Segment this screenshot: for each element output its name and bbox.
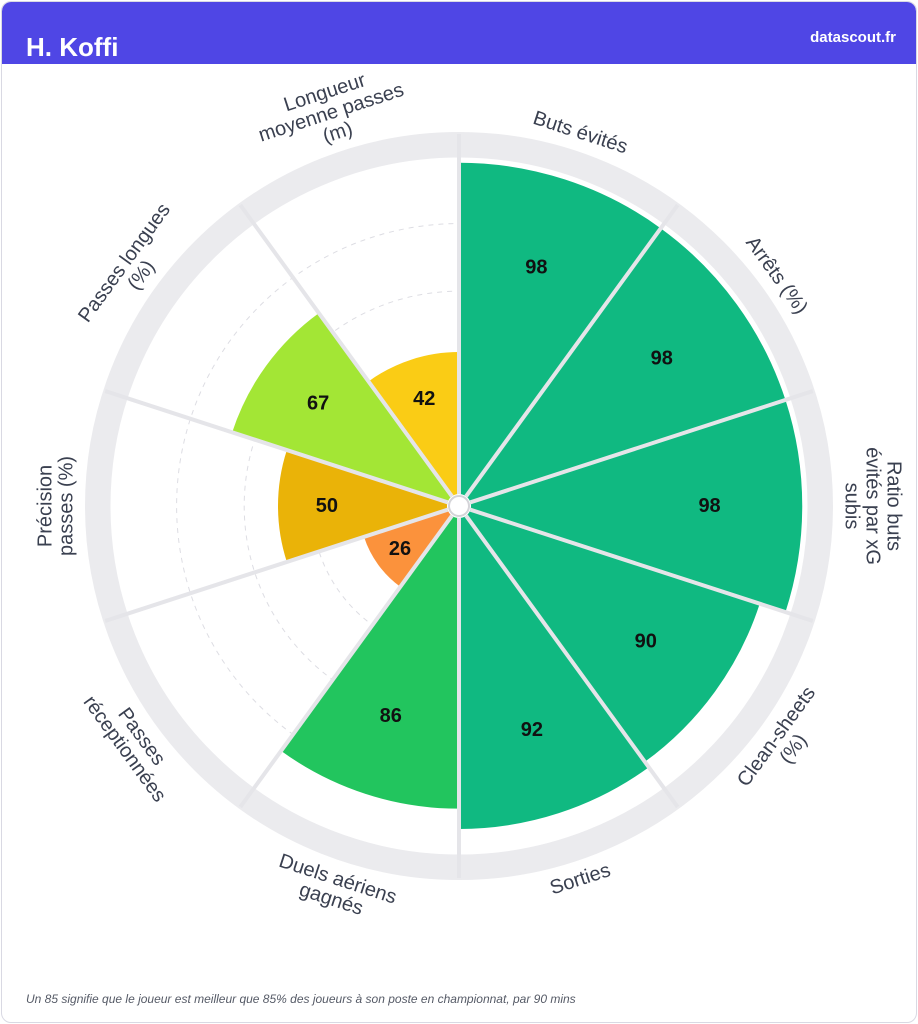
value-label-3: 98 [698,495,720,517]
header-bar: H. Koffi datascout.fr [2,2,916,64]
separator-8 [104,507,449,623]
category-label-line: évités par xG [862,447,884,565]
separator-7 [238,514,454,809]
bar-10 [368,352,459,497]
value-label-6: 86 [380,705,402,727]
value-label-10: 42 [413,388,435,410]
category-label-line: Précision [35,465,57,547]
brand-link[interactable]: datascout.fr [810,29,896,46]
value-label-5: 92 [521,719,543,741]
bar-8 [278,450,448,562]
separator-4 [469,507,814,623]
value-label-2: 98 [651,348,673,370]
bar-3 [470,399,803,613]
footnote: Un 85 signifie que le joueur est meilleu… [26,992,576,1006]
category-label-line: passes (%) [56,456,78,556]
bars [232,162,803,829]
bar-5 [459,515,649,829]
bar-6 [281,515,459,809]
bar-4 [466,509,760,762]
category-label-line: Ratio buts [883,461,905,551]
value-label-1: 98 [525,257,547,279]
bar-2 [466,228,786,503]
player-name: H. Koffi [26,32,119,62]
value-label-4: 90 [635,631,657,653]
separator-10 [238,203,454,498]
value-label-8: 50 [316,495,338,517]
separator-2 [464,203,680,498]
separator-5 [464,514,680,809]
value-label-9: 67 [307,393,329,415]
category-label-line: subis [841,483,863,530]
center-hub [448,495,470,517]
value-labels: 98 98 98 90 92 86 26 50 67 42 [307,257,721,742]
separator-3 [469,389,814,505]
value-label-7: 26 [389,538,411,560]
bar-9 [232,313,452,503]
bar-1 [459,162,661,497]
category-label-8: Précision passes (%) [35,456,78,556]
bar-7 [364,509,452,587]
separators [104,134,814,878]
separator-9 [104,389,449,505]
